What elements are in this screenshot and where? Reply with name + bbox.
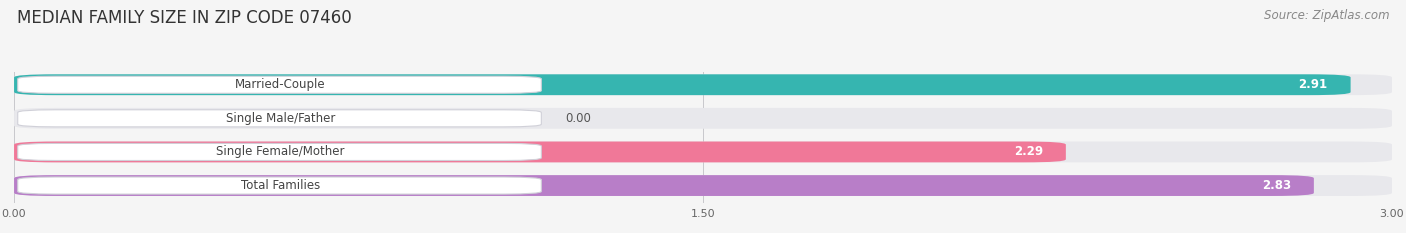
FancyBboxPatch shape xyxy=(18,110,541,127)
Text: Single Female/Mother: Single Female/Mother xyxy=(217,145,344,158)
Text: MEDIAN FAMILY SIZE IN ZIP CODE 07460: MEDIAN FAMILY SIZE IN ZIP CODE 07460 xyxy=(17,9,352,27)
Text: Single Male/Father: Single Male/Father xyxy=(226,112,335,125)
FancyBboxPatch shape xyxy=(14,141,1066,162)
FancyBboxPatch shape xyxy=(14,175,1392,196)
Text: 0.00: 0.00 xyxy=(565,112,591,125)
FancyBboxPatch shape xyxy=(14,141,1392,162)
Text: 2.83: 2.83 xyxy=(1261,179,1291,192)
FancyBboxPatch shape xyxy=(18,143,541,161)
Text: 2.29: 2.29 xyxy=(1014,145,1043,158)
FancyBboxPatch shape xyxy=(14,175,1313,196)
Text: Source: ZipAtlas.com: Source: ZipAtlas.com xyxy=(1264,9,1389,22)
FancyBboxPatch shape xyxy=(14,74,1351,95)
FancyBboxPatch shape xyxy=(14,108,1392,129)
Text: Total Families: Total Families xyxy=(240,179,321,192)
FancyBboxPatch shape xyxy=(18,76,541,93)
FancyBboxPatch shape xyxy=(18,177,541,194)
Text: 2.91: 2.91 xyxy=(1299,78,1327,91)
Text: Married-Couple: Married-Couple xyxy=(235,78,326,91)
FancyBboxPatch shape xyxy=(14,74,1392,95)
